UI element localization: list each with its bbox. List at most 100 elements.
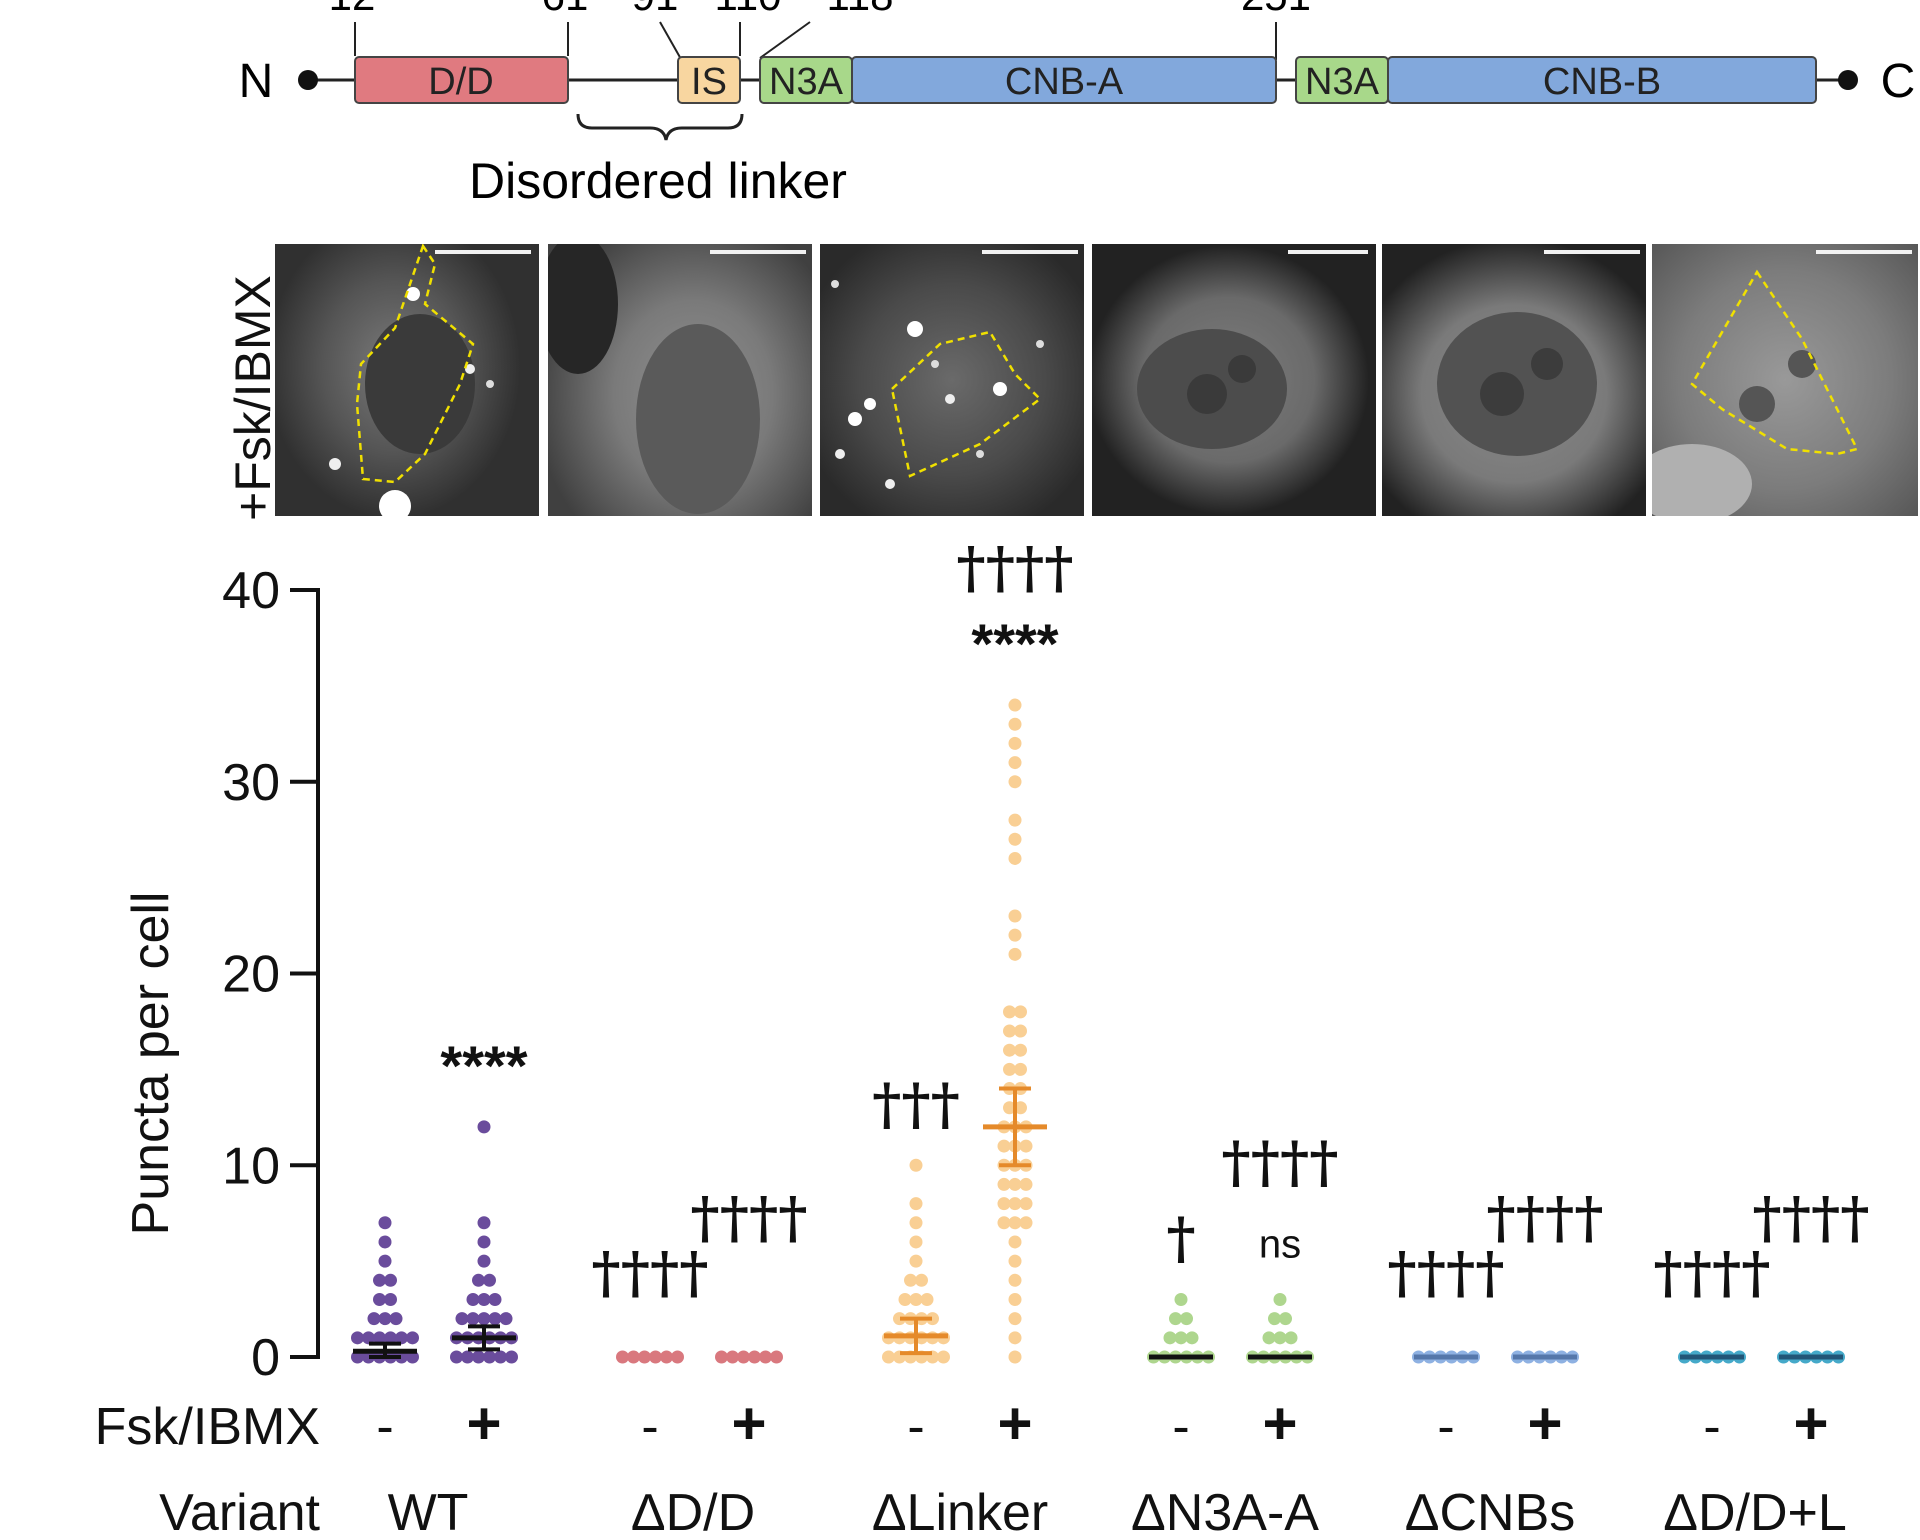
variant-label: ΔCNBs bbox=[1405, 1484, 1576, 1540]
data-point bbox=[466, 1292, 480, 1306]
y-tick-label: 10 bbox=[222, 1137, 280, 1195]
data-point bbox=[1008, 1254, 1022, 1268]
data-point bbox=[882, 1350, 895, 1364]
data-point bbox=[1174, 1331, 1188, 1345]
data-point bbox=[362, 1331, 375, 1345]
data-point bbox=[384, 1292, 397, 1306]
data-point bbox=[384, 1331, 397, 1345]
variant-label: ΔD/D bbox=[631, 1484, 755, 1540]
data-point bbox=[1008, 851, 1022, 865]
significance-dagger: †††† bbox=[1221, 1129, 1338, 1195]
data-point bbox=[909, 1216, 923, 1230]
data-point bbox=[378, 1254, 392, 1268]
variant-label: ΔN3A-A bbox=[1131, 1484, 1319, 1540]
data-point bbox=[1003, 1043, 1016, 1057]
treatment-sign: - bbox=[1172, 1398, 1189, 1456]
treatment-sign: + bbox=[1527, 1390, 1562, 1457]
linker-brace bbox=[576, 113, 744, 141]
data-point bbox=[1008, 1235, 1022, 1249]
data-point bbox=[997, 1177, 1011, 1191]
data-point bbox=[1008, 756, 1022, 770]
data-point bbox=[1008, 1350, 1022, 1364]
data-point bbox=[909, 1292, 923, 1306]
data-point bbox=[477, 1235, 491, 1249]
data-point bbox=[477, 1120, 491, 1134]
data-point bbox=[1174, 1292, 1188, 1306]
treatment-sign: - bbox=[1437, 1398, 1454, 1456]
data-point bbox=[1284, 1331, 1298, 1345]
c-terminus-dot bbox=[1838, 70, 1858, 90]
data-point bbox=[466, 1312, 480, 1326]
data-point bbox=[378, 1216, 392, 1230]
cell-outline bbox=[1690, 269, 1859, 456]
significance-dagger: †††† bbox=[1387, 1240, 1504, 1306]
data-point bbox=[1003, 1024, 1016, 1038]
data-point bbox=[1262, 1331, 1276, 1345]
data-point bbox=[1019, 1197, 1033, 1211]
data-point bbox=[499, 1312, 513, 1326]
domain-cnb-b-label: CNB-B bbox=[1543, 61, 1661, 103]
data-point bbox=[1008, 717, 1022, 731]
data-point bbox=[1003, 1062, 1016, 1076]
data-point bbox=[1008, 1216, 1022, 1230]
data-point bbox=[384, 1273, 397, 1287]
data-point bbox=[1003, 1101, 1016, 1115]
data-point bbox=[1019, 1139, 1033, 1153]
treatment-sign: + bbox=[1262, 1390, 1297, 1457]
micrograph-panel-5 bbox=[1382, 244, 1646, 516]
data-point bbox=[488, 1312, 502, 1326]
data-point bbox=[1279, 1312, 1292, 1326]
linker-label: Disordered linker bbox=[469, 153, 847, 209]
y-tick-label: 20 bbox=[222, 946, 280, 1004]
data-point bbox=[1163, 1331, 1177, 1345]
data-point bbox=[373, 1273, 386, 1287]
domain-dd-box bbox=[354, 56, 569, 104]
data-point bbox=[997, 1216, 1011, 1230]
treatment-sign: + bbox=[466, 1390, 501, 1457]
cell-outline bbox=[890, 330, 1042, 478]
data-point bbox=[1003, 1005, 1016, 1019]
data-point bbox=[909, 1254, 923, 1268]
micrograph-panel-4 bbox=[1092, 244, 1376, 516]
data-point bbox=[1014, 1101, 1027, 1115]
residue-label-251: 251 bbox=[1241, 0, 1311, 19]
data-point bbox=[915, 1273, 928, 1287]
residue-label-110: 110 bbox=[715, 0, 782, 19]
y-tick-label: 0 bbox=[251, 1329, 280, 1387]
data-point bbox=[1273, 1331, 1287, 1345]
c-terminus-label: C bbox=[1881, 55, 1916, 108]
data-point bbox=[1014, 1024, 1027, 1038]
micrograph-panel-3 bbox=[820, 244, 1084, 516]
data-point bbox=[997, 1197, 1011, 1211]
data-point bbox=[909, 1158, 923, 1172]
data-point bbox=[909, 1197, 923, 1211]
treatment-sign: + bbox=[997, 1390, 1032, 1457]
data-point bbox=[920, 1292, 934, 1306]
data-point bbox=[1268, 1312, 1281, 1326]
data-point bbox=[1008, 947, 1022, 961]
significance-dagger: †††† bbox=[591, 1240, 708, 1306]
domain-n3a-2-label: N3A bbox=[1305, 61, 1380, 103]
residue-label-91: 91 bbox=[632, 0, 679, 19]
data-point bbox=[1008, 909, 1022, 923]
significance-dagger: †††† bbox=[1752, 1185, 1869, 1251]
treatment-sign: - bbox=[907, 1398, 924, 1456]
domain-map: 12 61 91 110 118 251 N C D/D IS N3A CNB-… bbox=[239, 0, 1916, 209]
data-point bbox=[1185, 1331, 1199, 1345]
significance-dagger: †††† bbox=[690, 1185, 807, 1251]
variant-label: ΔD/D+L bbox=[1663, 1484, 1847, 1540]
data-point bbox=[1008, 775, 1022, 789]
domain-is-box bbox=[677, 56, 741, 104]
significance-dagger: ††† bbox=[872, 1071, 960, 1137]
data-point bbox=[1008, 1197, 1022, 1211]
data-point bbox=[1273, 1292, 1287, 1306]
data-point bbox=[455, 1312, 469, 1326]
micrograph-panel-6 bbox=[1652, 244, 1918, 516]
data-point bbox=[898, 1292, 912, 1306]
treatment-sign: - bbox=[641, 1398, 658, 1456]
domain-dd-label: D/D bbox=[428, 61, 493, 103]
data-point bbox=[1008, 832, 1022, 846]
n-terminus-dot bbox=[298, 70, 318, 90]
data-point bbox=[1008, 928, 1022, 942]
